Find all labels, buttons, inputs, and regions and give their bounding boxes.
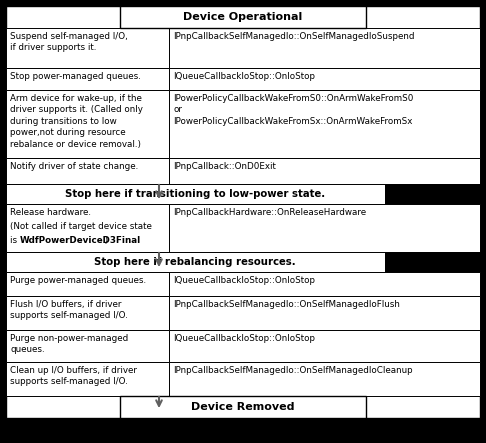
Bar xyxy=(6,252,385,272)
Bar xyxy=(120,6,366,28)
Bar xyxy=(6,90,169,158)
Bar xyxy=(169,90,480,158)
Text: Stop here if transitioning to low-power state.: Stop here if transitioning to low-power … xyxy=(65,189,325,199)
Text: Purge non-power-managed
queues.: Purge non-power-managed queues. xyxy=(10,334,128,354)
Bar xyxy=(6,204,169,252)
Text: Flush I/O buffers, if driver
supports self-managed I/O.: Flush I/O buffers, if driver supports se… xyxy=(10,300,128,320)
Bar xyxy=(169,272,480,296)
Bar xyxy=(6,296,169,330)
Bar xyxy=(385,252,480,272)
Text: IQueueCallbackIoStop::OnIoStop: IQueueCallbackIoStop::OnIoStop xyxy=(173,334,315,343)
Text: IPnpCallbackSelfManagedIo::OnSelfManagedIoFlush: IPnpCallbackSelfManagedIo::OnSelfManaged… xyxy=(173,300,400,309)
Bar xyxy=(385,184,480,204)
Bar xyxy=(169,296,480,330)
Text: Stop here if rebalancing resources.: Stop here if rebalancing resources. xyxy=(94,257,296,267)
Bar xyxy=(120,396,366,418)
Bar xyxy=(169,330,480,362)
Text: IPnpCallbackHardware::OnReleaseHardware: IPnpCallbackHardware::OnReleaseHardware xyxy=(173,208,366,217)
Bar xyxy=(6,362,169,396)
Text: IPnpCallbackSelfManagedIo::OnSelfManagedIoSuspend: IPnpCallbackSelfManagedIo::OnSelfManaged… xyxy=(173,32,415,41)
Text: Stop power-managed queues.: Stop power-managed queues. xyxy=(10,72,141,81)
Bar xyxy=(6,68,169,90)
Text: Release hardware.: Release hardware. xyxy=(10,208,91,217)
Text: Clean up I/O buffers, if driver
supports self-managed I/O.: Clean up I/O buffers, if driver supports… xyxy=(10,366,137,386)
Bar xyxy=(169,158,480,184)
Bar xyxy=(6,330,169,362)
Text: Device Operational: Device Operational xyxy=(183,12,303,22)
Text: .): .) xyxy=(102,236,108,245)
Text: Purge power-managed queues.: Purge power-managed queues. xyxy=(10,276,146,285)
Bar xyxy=(169,28,480,68)
Text: IPnpCallback::OnD0Exit: IPnpCallback::OnD0Exit xyxy=(173,162,276,171)
Bar xyxy=(169,362,480,396)
Bar xyxy=(6,28,169,68)
Bar xyxy=(6,158,169,184)
Text: (Not called if target device state: (Not called if target device state xyxy=(10,222,152,231)
Text: is: is xyxy=(10,236,20,245)
Bar xyxy=(6,272,169,296)
Text: Arm device for wake-up, if the
driver supports it. (Called only
during transitio: Arm device for wake-up, if the driver su… xyxy=(10,94,143,149)
Bar xyxy=(169,204,480,252)
Text: IQueueCallbackIoStop::OnIoStop: IQueueCallbackIoStop::OnIoStop xyxy=(173,276,315,285)
Bar xyxy=(6,184,385,204)
Bar xyxy=(169,68,480,90)
Text: Device Removed: Device Removed xyxy=(191,402,295,412)
Text: IQueueCallbackIoStop::OnIoStop: IQueueCallbackIoStop::OnIoStop xyxy=(173,72,315,81)
Text: WdfPowerDeviceD3Final: WdfPowerDeviceD3Final xyxy=(20,236,141,245)
Text: Notify driver of state change.: Notify driver of state change. xyxy=(10,162,138,171)
Text: IPnpCallbackSelfManagedIo::OnSelfManagedIoCleanup: IPnpCallbackSelfManagedIo::OnSelfManaged… xyxy=(173,366,413,375)
Text: IPowerPolicyCallbackWakeFromS0::OnArmWakeFromS0
or
IPowerPolicyCallbackWakeFromS: IPowerPolicyCallbackWakeFromS0::OnArmWak… xyxy=(173,94,414,126)
Text: Suspend self-managed I/O,
if driver supports it.: Suspend self-managed I/O, if driver supp… xyxy=(10,32,128,52)
